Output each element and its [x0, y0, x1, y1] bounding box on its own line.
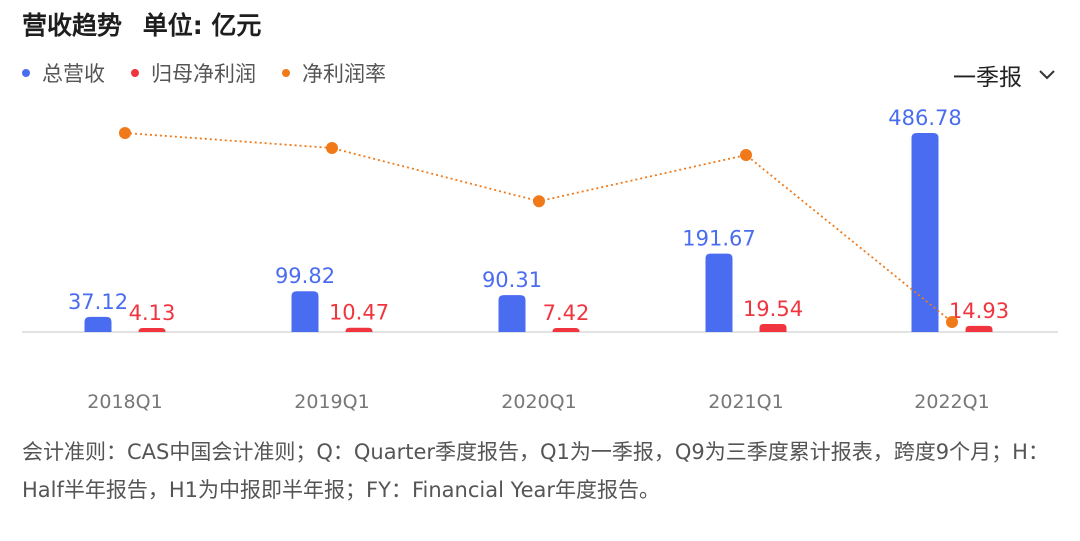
chart-title: 营收趋势 单位: 亿元	[22, 6, 261, 42]
legend-label-net-profit: 归母净利润	[151, 62, 256, 86]
legend-item-revenue[interactable]: 总营收	[22, 58, 105, 88]
bar-net-profit	[965, 325, 993, 332]
period-dropdown[interactable]: 一季报	[953, 58, 1056, 92]
data-label-revenue: 90.31	[482, 268, 542, 292]
data-label-revenue: 99.82	[275, 264, 335, 288]
point-net-margin	[946, 316, 958, 328]
legend-label-revenue: 总营收	[42, 62, 105, 86]
x-tick-label: 2021Q1	[708, 391, 783, 413]
data-label-net-profit: 7.42	[543, 301, 590, 325]
revenue-chart: 37.12 4.13 2018Q1 99.82 10.47 2019Q1 90.317.42…	[22, 106, 1058, 413]
bar-net-profit	[759, 324, 787, 332]
x-tick-label: 2019Q1	[294, 391, 369, 413]
bar-net-profit	[345, 327, 373, 332]
data-label-revenue: 191.67	[682, 227, 755, 251]
data-label-net-profit: 14.93	[949, 299, 1009, 323]
legend-item-margin[interactable]: 净利润率	[282, 58, 386, 88]
chevron-down-icon	[1039, 70, 1055, 80]
x-tick-label: 2020Q1	[501, 391, 576, 413]
x-tick-label: 2018Q1	[87, 391, 162, 413]
x-tick-label: 2022Q1	[914, 391, 989, 413]
legend-dot-revenue	[22, 69, 30, 77]
data-label-revenue: 37.12	[68, 290, 128, 314]
footnote: 会计准则：CAS中国会计准则；Q：Quarter季度报告，Q1为一季报，Q9为三…	[22, 440, 1049, 502]
unit-label: 单位: 亿元	[142, 11, 262, 40]
point-net-margin	[326, 142, 338, 155]
data-label-net-profit: 10.47	[329, 301, 389, 325]
line-net-margin	[124, 132, 953, 323]
legend-dot-margin	[282, 69, 290, 77]
title-text: 营收趋势	[22, 11, 123, 40]
point-net-margin	[119, 127, 131, 139]
bar-revenue	[84, 316, 112, 332]
bar-revenue	[911, 133, 939, 332]
data-label-net-profit: 4.13	[129, 301, 176, 325]
point-net-margin	[533, 195, 545, 208]
legend-item-net-profit[interactable]: 归母净利润	[131, 58, 256, 88]
bar-net-profit	[552, 328, 580, 332]
point-net-margin	[740, 149, 752, 162]
legend: 总营收 归母净利润 净利润率	[22, 58, 412, 88]
bar-revenue	[498, 295, 526, 332]
bar-net-profit	[138, 328, 166, 332]
bar-revenue	[705, 253, 733, 332]
period-dropdown-value: 一季报	[953, 65, 1022, 91]
data-label-net-profit: 19.54	[743, 297, 803, 321]
legend-dot-net-profit	[131, 69, 139, 77]
bar-revenue	[291, 291, 319, 332]
data-label-revenue: 486.78	[888, 106, 961, 130]
legend-label-margin: 净利润率	[302, 62, 386, 86]
